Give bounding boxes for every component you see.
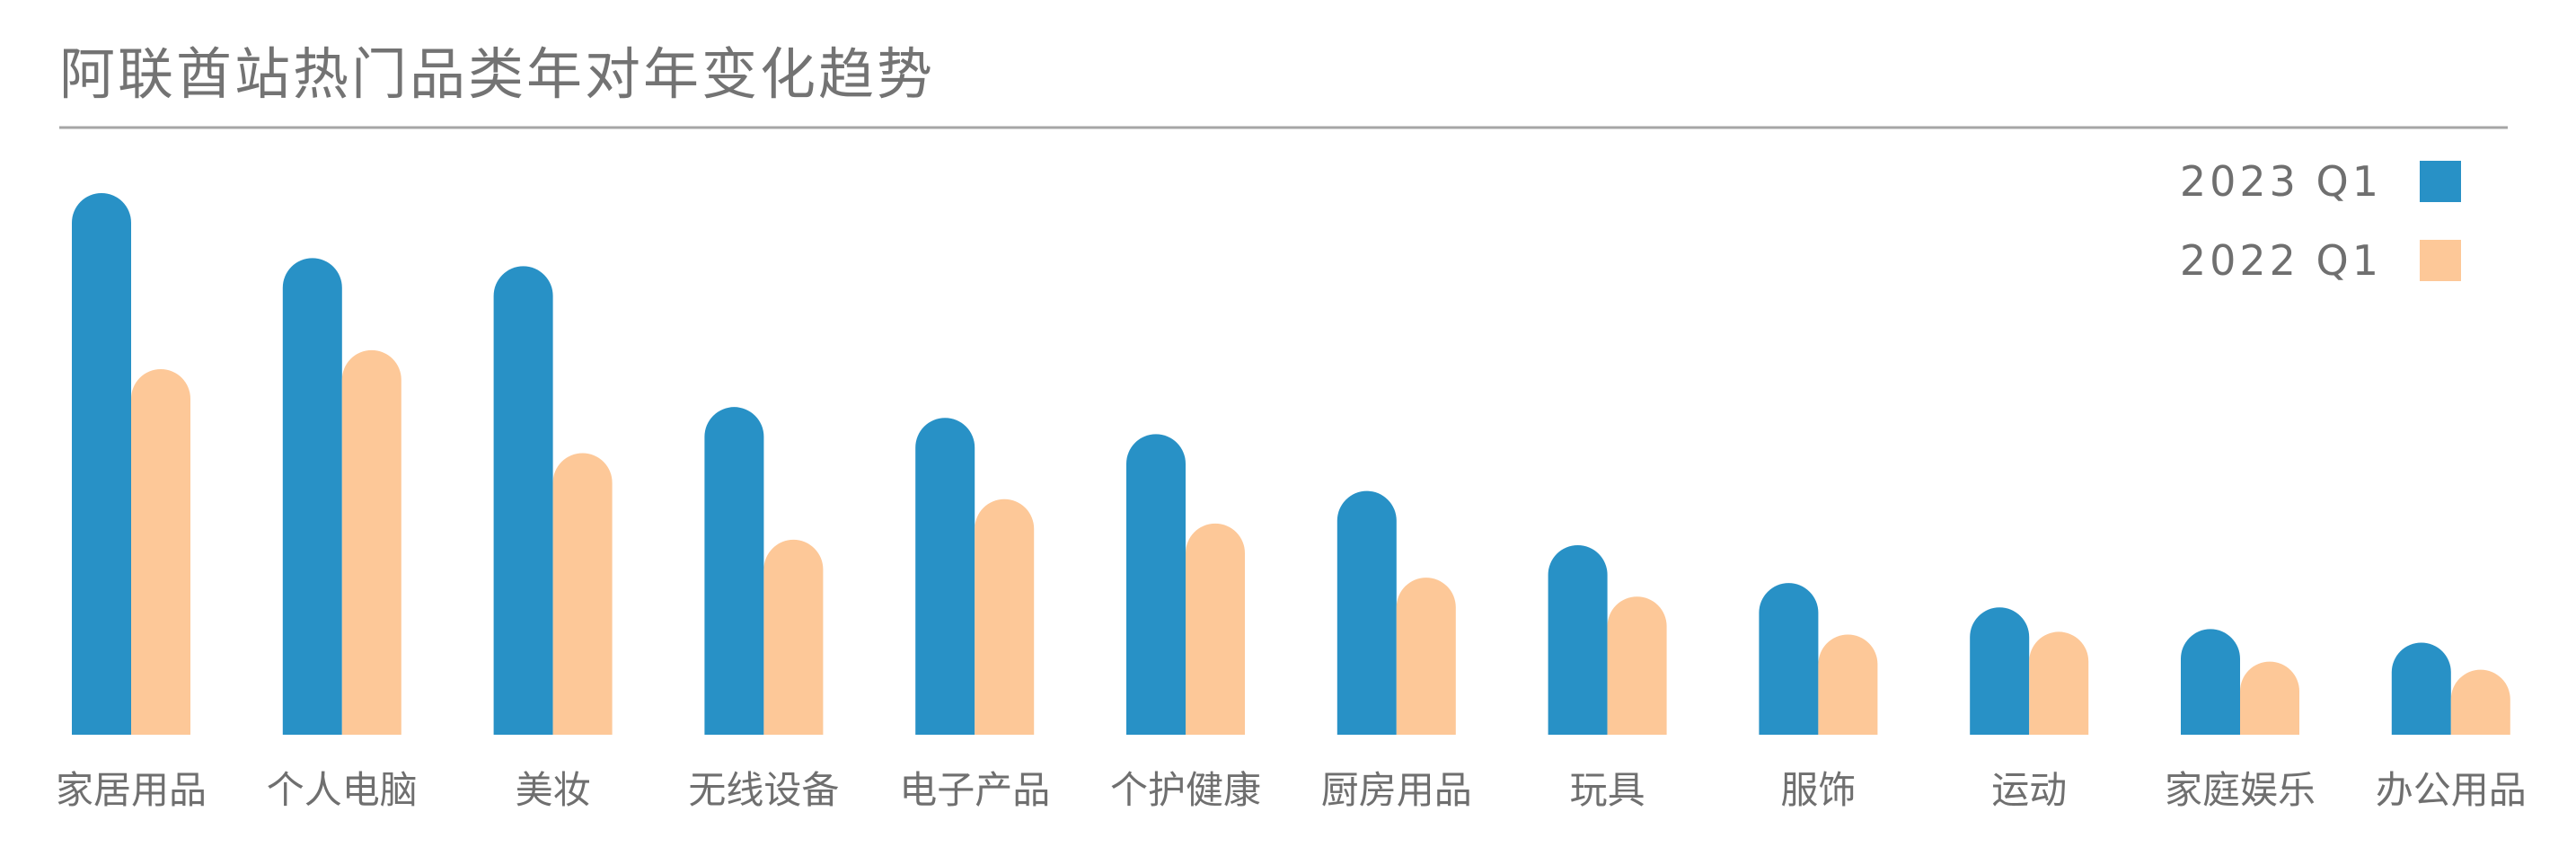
category-label-8: 服饰 (1780, 768, 1856, 812)
category-label-3: 无线设备 (688, 768, 839, 812)
category-label-0: 家居用品 (56, 768, 207, 812)
category-label-9: 运动 (1991, 768, 2067, 812)
category-label-11: 办公用品 (2376, 768, 2527, 812)
bar-series2-6 (1396, 578, 1456, 735)
category-label-4: 电子产品 (899, 768, 1050, 812)
chart-title: 阿联酋站热门品类年对年变化趋势 (59, 41, 936, 107)
bar-series2-5 (1186, 523, 1245, 735)
legend-label-1: 2022 Q1 (2180, 236, 2382, 285)
bar-series1-5 (1126, 434, 1186, 735)
bar-series1-6 (1337, 490, 1397, 735)
legend-swatch-1 (2420, 240, 2461, 281)
bar-series1-9 (1970, 607, 2030, 735)
bar-series2-4 (975, 498, 1035, 735)
bar-series2-11 (2450, 669, 2510, 735)
bar-series1-2 (493, 266, 553, 735)
category-labels: 家居用品 个人电脑 美妆 无线设备 电子产品 个护健康 厨房用品 玩具 服饰 运动 家庭娱乐 办公用品 (56, 768, 2527, 812)
bar-series2-9 (2029, 631, 2089, 735)
bar-series2-8 (1818, 634, 1878, 735)
category-label-2: 美妆 (516, 768, 591, 812)
bar-series2-1 (341, 349, 401, 735)
bar-series1-3 (704, 407, 764, 735)
bar-series2-10 (2240, 661, 2299, 735)
bar-series1-10 (2181, 629, 2240, 735)
legend-swatch-0 (2420, 161, 2461, 202)
bar-series2-0 (131, 368, 190, 735)
category-label-5: 个护健康 (1110, 768, 1261, 812)
bar-series2-7 (1607, 596, 1667, 735)
bar-series1-0 (72, 193, 131, 735)
bar-series1-8 (1759, 583, 1819, 735)
bar-series2-2 (552, 453, 613, 735)
bars-group (72, 193, 2510, 736)
bar-series2-3 (763, 539, 824, 735)
category-label-7: 玩具 (1570, 768, 1645, 812)
bar-series1-1 (282, 258, 342, 736)
legend-label-0: 2023 Q1 (2180, 157, 2382, 206)
legend: 2023 Q1 2022 Q1 (2180, 157, 2461, 285)
bar-series1-4 (915, 418, 975, 735)
bar-series1-7 (1548, 544, 1608, 735)
category-label-6: 厨房用品 (1321, 768, 1472, 812)
category-label-10: 家庭娱乐 (2165, 768, 2316, 812)
category-label-1: 个人电脑 (267, 768, 418, 812)
bar-series1-11 (2391, 642, 2451, 735)
